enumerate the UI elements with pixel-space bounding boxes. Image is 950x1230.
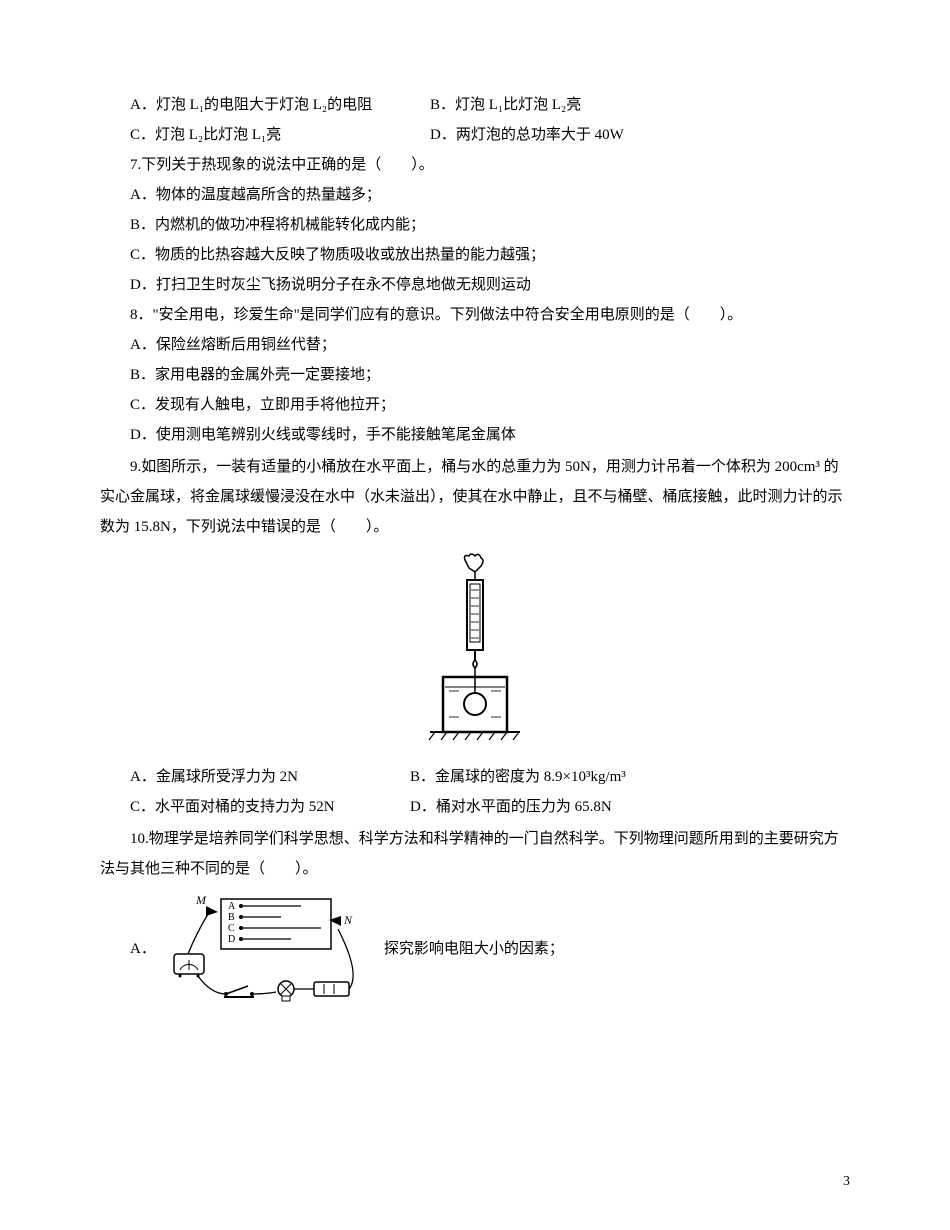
q9-optD: D．桶对水平面的压力为 65.8N	[410, 792, 690, 822]
q10-optA-label: A．	[130, 934, 156, 964]
q7-stem: 7.下列关于热现象的说法中正确的是（ ）。	[130, 150, 850, 180]
q6-optC: C．灯泡 L₂比灯泡 L₁亮	[130, 120, 430, 150]
q10-optA-text: 探究影响电阻大小的因素；	[384, 934, 564, 964]
board-label-A: A	[228, 901, 236, 912]
q9-optC: C．水平面对桶的支持力为 52N	[130, 792, 410, 822]
q8-stem: 8．"安全用电，珍爱生命"是同学们应有的意识。下列做法中符合安全用电原则的是（ …	[130, 300, 850, 330]
node-N: N	[343, 913, 353, 927]
q9-stem: 9.如图所示，一装有适量的小桶放在水平面上，桶与水的总重力为 50N，用测力计吊…	[100, 452, 850, 542]
q9-figure	[405, 552, 545, 752]
board-label-D: D	[228, 934, 235, 945]
board-label-B: B	[228, 912, 235, 923]
page-content: A．灯泡 L₁的电阻大于灯泡 L₂的电阻 B．灯泡 L₁比灯泡 L₂亮 C．灯泡…	[100, 90, 850, 1004]
board-label-C: C	[228, 923, 235, 934]
q7-optA: A．物体的温度越高所含的热量越多；	[130, 180, 850, 210]
q6-row2: C．灯泡 L₂比灯泡 L₁亮 D．两灯泡的总功率大于 40W	[130, 120, 850, 150]
page-number: 3	[843, 1174, 850, 1190]
q6-optD: D．两灯泡的总功率大于 40W	[430, 120, 730, 150]
q7-optC: C．物质的比热容越大反映了物质吸收或放出热量的能力越强；	[130, 240, 850, 270]
q8-optB: B．家用电器的金属外壳一定要接地；	[130, 360, 850, 390]
q9-row1: A．金属球所受浮力为 2N B．金属球的密度为 8.9×10³kg/m³	[130, 762, 850, 792]
q8-optC: C．发现有人触电，立即用手将他拉开；	[130, 390, 850, 420]
q9-figure-container	[100, 552, 850, 752]
q6-optA: A．灯泡 L₁的电阻大于灯泡 L₂的电阻	[130, 90, 430, 120]
q6-row1: A．灯泡 L₁的电阻大于灯泡 L₂的电阻 B．灯泡 L₁比灯泡 L₂亮	[130, 90, 850, 120]
q9-optA: A．金属球所受浮力为 2N	[130, 762, 410, 792]
q10-stem: 10.物理学是培养同学们科学思想、科学方法和科学精神的一门自然科学。下列物理问题…	[100, 824, 850, 884]
q6-optB: B．灯泡 L₁比灯泡 L₂亮	[430, 90, 730, 120]
q7-optD: D．打扫卫生时灰尘飞扬说明分子在永不停息地做无规则运动	[130, 270, 850, 300]
q7-optB: B．内燃机的做功冲程将机械能转化成内能；	[130, 210, 850, 240]
q9-optB: B．金属球的密度为 8.9×10³kg/m³	[410, 762, 690, 792]
q8-optD: D．使用测电笔辨别火线或零线时，手不能接触笔尾金属体	[130, 420, 850, 450]
q10-optA-row: A． A B C D M N	[130, 894, 850, 1004]
node-M: M	[195, 894, 207, 907]
q8-optA: A．保险丝熔断后用铜丝代替；	[130, 330, 850, 360]
q9-row2: C．水平面对桶的支持力为 52N D．桶对水平面的压力为 65.8N	[130, 792, 850, 822]
q10-circuit-figure: A B C D M N	[166, 894, 376, 1004]
